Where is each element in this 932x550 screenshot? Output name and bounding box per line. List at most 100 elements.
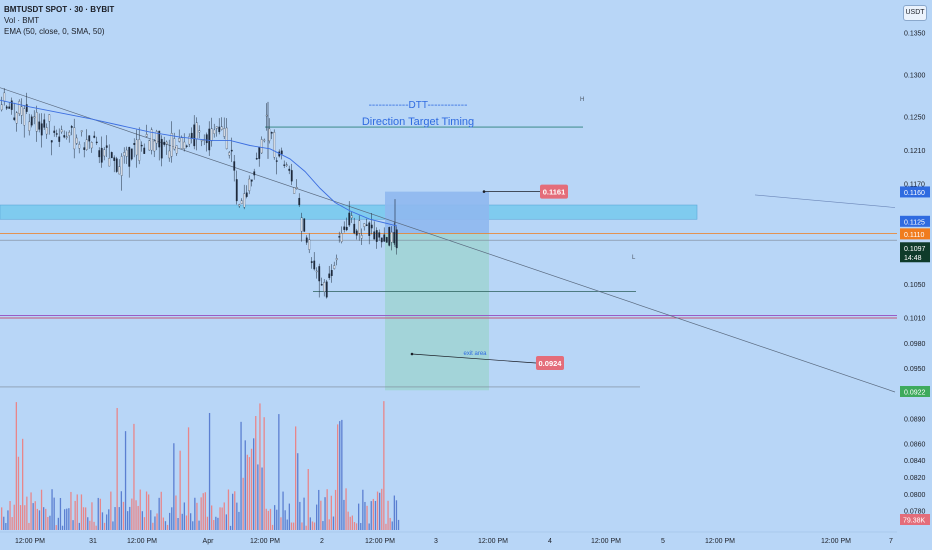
volume-bar <box>131 498 133 530</box>
x-tick-label: 12:00 PM <box>15 538 45 545</box>
volume-bar <box>250 448 253 530</box>
candle-body <box>25 104 28 112</box>
volume-bar <box>53 497 55 530</box>
volume-bar <box>173 443 175 530</box>
volume-bar <box>295 426 297 530</box>
volume-bar <box>70 491 72 530</box>
volume-bar <box>208 412 211 530</box>
volume-bar <box>192 521 194 530</box>
x-tick-label: 12:00 PM <box>365 538 395 545</box>
volume-bar <box>112 521 114 530</box>
volume-bar <box>143 517 146 530</box>
volume-bar <box>206 516 209 530</box>
l-marker: L <box>632 255 636 261</box>
price-tag-bg <box>900 215 930 227</box>
candle-body <box>175 145 178 154</box>
volume-bar <box>82 507 85 530</box>
candle-body <box>145 134 148 137</box>
volume-bar <box>337 424 339 530</box>
volume-bar <box>211 505 213 530</box>
volume-bar <box>282 491 284 530</box>
candle-body <box>128 146 131 167</box>
candle-body <box>218 126 221 133</box>
candle-body <box>310 261 313 263</box>
volume-bar <box>387 500 389 530</box>
x-tick-label: 31 <box>89 538 97 545</box>
volume-bar <box>28 522 30 530</box>
volume-bar <box>150 510 152 530</box>
candle-body <box>215 126 218 129</box>
x-tick-label: 3 <box>434 538 438 545</box>
volume-bar <box>397 519 400 530</box>
volume-bar <box>196 502 198 530</box>
volume-bar <box>307 469 309 530</box>
volume-bar <box>236 502 238 530</box>
volume-bar <box>311 521 314 530</box>
volume-bar <box>51 489 53 530</box>
volume-bar <box>393 495 395 530</box>
symbol-title[interactable]: BMTUSDT SPOT · 30 · BYBIT <box>4 5 115 14</box>
volume-bar <box>276 509 278 530</box>
candle-body <box>338 236 341 238</box>
volume-bar <box>114 507 116 530</box>
candle-body <box>123 152 126 156</box>
dtt-text: ------------DTT------------ <box>369 100 468 111</box>
volume-bar <box>135 500 137 530</box>
volume-bar <box>97 497 99 530</box>
volume-bar <box>43 507 45 530</box>
candle-body <box>390 231 393 243</box>
candle-body <box>80 130 83 133</box>
candle-body <box>88 135 91 142</box>
candle-body <box>295 187 298 189</box>
volume-bar <box>5 523 7 530</box>
candle-body <box>328 273 331 279</box>
candle-body <box>228 152 231 156</box>
volume-tag-label: 79.38K <box>903 518 926 525</box>
volume-bar <box>179 450 181 530</box>
volume-bar <box>253 438 255 530</box>
candle-body <box>5 106 8 109</box>
volume-bar <box>17 456 20 530</box>
volume-bar <box>202 493 204 530</box>
candle-body <box>235 179 238 202</box>
candle-body <box>98 150 101 158</box>
candle-body <box>95 141 98 144</box>
currency-button[interactable]: USDT <box>903 5 927 21</box>
volume-bar <box>122 501 125 530</box>
y-tick-label: 0.0840 <box>904 458 926 465</box>
candle-body <box>293 187 296 194</box>
y-tick-label: 0.1210 <box>904 148 926 155</box>
candle-body <box>193 124 196 147</box>
volume-bar <box>370 501 372 530</box>
candle-body <box>165 141 168 145</box>
volume-bar <box>57 517 59 530</box>
y-tick-label: 0.1250 <box>904 114 926 121</box>
candle-body <box>60 129 63 133</box>
x-tick-label: Apr <box>203 538 215 545</box>
y-tick-label: 0.1170 <box>904 182 925 189</box>
volume-bar <box>297 453 299 530</box>
volume-bar <box>389 517 391 530</box>
volume-bar <box>261 467 263 530</box>
candle-body <box>323 282 326 292</box>
target-label-bg <box>536 356 564 370</box>
volume-bar <box>103 522 106 530</box>
volume-bar <box>267 510 269 530</box>
candle-body <box>48 114 51 122</box>
volume-bar <box>19 505 22 530</box>
volume-bar <box>15 402 17 530</box>
ema-indicator-label[interactable]: EMA (50, close, 0, SMA, 50) <box>4 27 105 36</box>
volume-bar <box>49 515 51 530</box>
candle-body <box>118 166 121 175</box>
volume-bar <box>34 501 36 530</box>
volume-indicator-label[interactable]: Vol · BMT <box>4 16 40 25</box>
candle-body <box>43 119 46 128</box>
candle-body <box>143 147 146 154</box>
candle-body <box>333 265 336 269</box>
candle-body <box>0 104 3 111</box>
candle-body <box>150 129 153 151</box>
volume-bar <box>101 512 104 530</box>
volume-bar <box>339 421 341 530</box>
volume-bar <box>66 508 68 530</box>
